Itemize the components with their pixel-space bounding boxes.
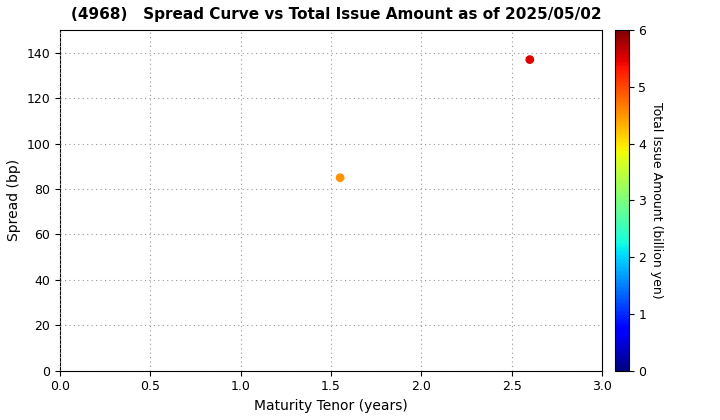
X-axis label: Maturity Tenor (years): Maturity Tenor (years) [254,399,408,413]
Y-axis label: Spread (bp): Spread (bp) [7,159,21,242]
Text: (4968)   Spread Curve vs Total Issue Amount as of 2025/05/02: (4968) Spread Curve vs Total Issue Amoun… [71,7,602,22]
Y-axis label: Total Issue Amount (billion yen): Total Issue Amount (billion yen) [650,102,663,299]
Point [334,174,346,181]
Point [524,56,536,63]
